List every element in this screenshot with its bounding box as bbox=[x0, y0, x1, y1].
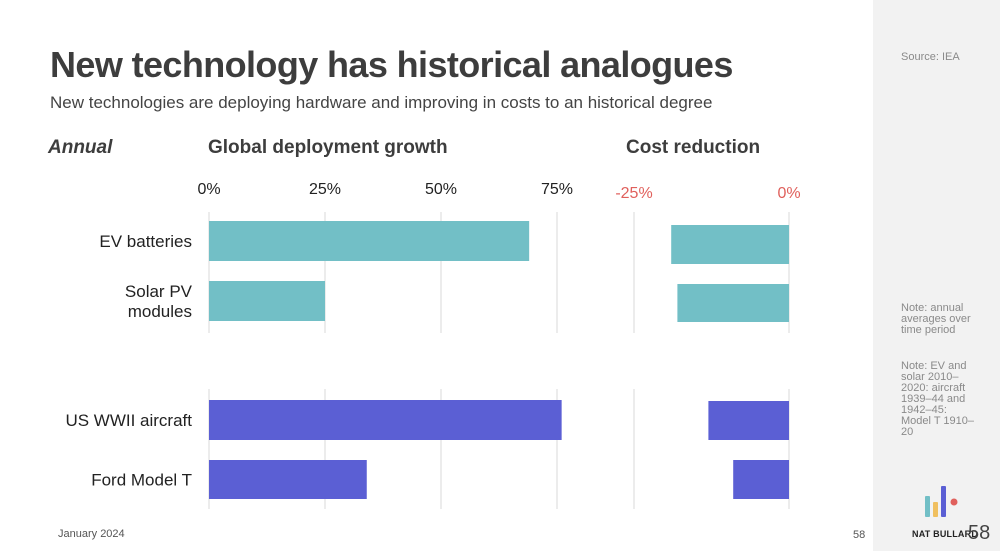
deploy-bar-ford-model-t bbox=[209, 460, 367, 499]
cost-bar-us-wwii-aircraft bbox=[708, 401, 789, 440]
page-subtitle: New technologies are deploying hardware … bbox=[50, 93, 713, 112]
deploy-bar-ev-batteries bbox=[209, 221, 530, 261]
brand-logo-icon bbox=[925, 486, 958, 517]
brand-name: NAT BULLARD bbox=[912, 529, 979, 539]
page-title: New technology has historical analogues bbox=[50, 44, 733, 85]
cost-bar-ev-batteries bbox=[671, 225, 789, 264]
cost-bar-solar-pv-modules bbox=[677, 284, 789, 322]
source-note: Source: IEA bbox=[901, 51, 960, 63]
category-label: Ford Model T bbox=[91, 471, 192, 490]
category-label-line: modules bbox=[128, 302, 192, 321]
deploy-tick-label: 75% bbox=[541, 181, 573, 198]
deploy-bar-us-wwii-aircraft bbox=[209, 400, 562, 440]
footer-date: January 2024 bbox=[58, 528, 125, 540]
category-label: EV batteries bbox=[99, 232, 192, 251]
deploy-tick-label: 50% bbox=[425, 181, 457, 198]
deploy-tick-label: 25% bbox=[309, 181, 341, 198]
deploy-tick-label: 0% bbox=[197, 181, 220, 198]
brand-page-number: 58 bbox=[968, 522, 991, 544]
cost-tick-label: -25% bbox=[615, 185, 652, 202]
cost-bar-ford-model-t bbox=[733, 460, 789, 499]
annual-label: Annual bbox=[48, 137, 113, 158]
category-label-line: Ford Model T bbox=[91, 471, 192, 490]
cost-chart-title: Cost reduction bbox=[626, 137, 761, 158]
annual-averages-note: Note: annual averages over time period bbox=[901, 302, 971, 336]
footer-page-number: 58 bbox=[853, 529, 866, 541]
deploy-bar-solar-pv-modules bbox=[209, 281, 325, 321]
category-label-line: Solar PV bbox=[125, 282, 193, 301]
chart-canvas: 0% 25% 50% 75% EV batteries Solar PV modules US… bbox=[65, 181, 801, 509]
category-label-line: US WWII aircraft bbox=[65, 411, 192, 430]
category-label-line: EV batteries bbox=[99, 232, 192, 251]
deployment-chart-title: Global deployment growth bbox=[208, 137, 448, 158]
category-label: Solar PV modules bbox=[125, 282, 193, 321]
slide: New technology has historical analogues … bbox=[48, 44, 866, 541]
sidebar bbox=[873, 0, 1000, 551]
periods-note: Note: EV and solar 2010–2020: aircraft 1… bbox=[901, 360, 974, 438]
category-label: US WWII aircraft bbox=[65, 411, 192, 430]
cost-tick-label: 0% bbox=[777, 185, 800, 202]
